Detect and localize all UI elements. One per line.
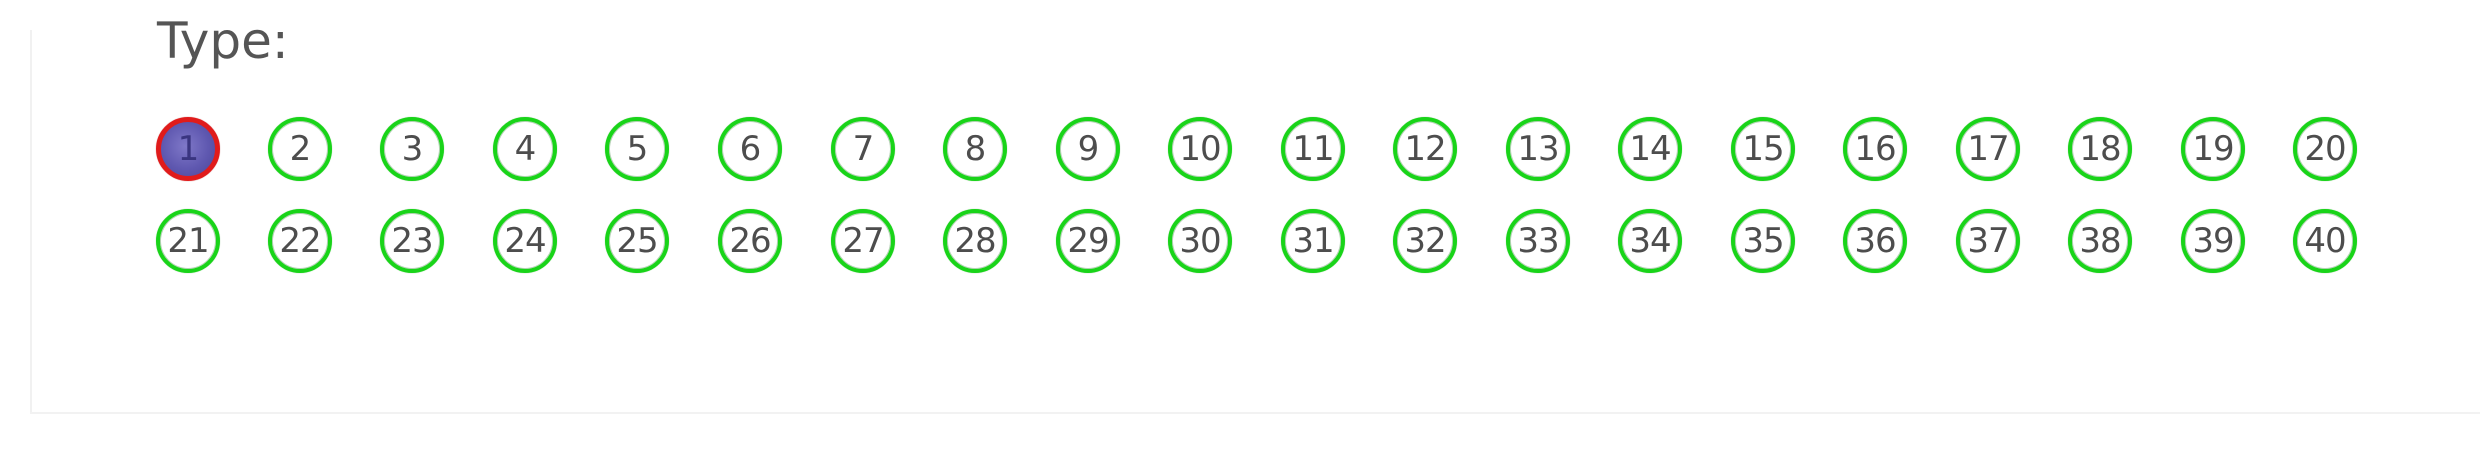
- type-option-27[interactable]: 27: [831, 209, 895, 273]
- type-option-15[interactable]: 15: [1731, 117, 1795, 181]
- type-option-label: 34: [1629, 221, 1671, 261]
- type-option-label: 39: [2192, 221, 2234, 261]
- type-option-label: 6: [739, 129, 762, 169]
- type-option-label: 4: [514, 129, 537, 169]
- type-option-6[interactable]: 6: [718, 117, 782, 181]
- type-option-3[interactable]: 3: [380, 117, 444, 181]
- type-option-label: 18: [2079, 129, 2121, 169]
- type-option-5[interactable]: 5: [605, 117, 669, 181]
- type-option-17[interactable]: 17: [1956, 117, 2020, 181]
- type-option-10[interactable]: 10: [1168, 117, 1232, 181]
- type-option-16[interactable]: 16: [1843, 117, 1907, 181]
- type-option-31[interactable]: 31: [1281, 209, 1345, 273]
- type-option-20[interactable]: 20: [2293, 117, 2357, 181]
- type-option-26[interactable]: 26: [718, 209, 782, 273]
- type-option-36[interactable]: 36: [1843, 209, 1907, 273]
- type-option-label: 3: [401, 129, 424, 169]
- type-option-40[interactable]: 40: [2293, 209, 2357, 273]
- type-option-label: 13: [1517, 129, 1559, 169]
- type-option-label: 5: [626, 129, 649, 169]
- type-option-38[interactable]: 38: [2068, 209, 2132, 273]
- type-option-label: 25: [616, 221, 658, 261]
- type-option-33[interactable]: 33: [1506, 209, 1570, 273]
- type-option-23[interactable]: 23: [380, 209, 444, 273]
- type-option-28[interactable]: 28: [943, 209, 1007, 273]
- type-option-21[interactable]: 21: [156, 209, 220, 273]
- type-number-grid: 1 2 3 4 5 6 7 8 9 10 11 12 13 14 15 16 17 18 19 20 21 22 23 24 2…: [156, 117, 2357, 273]
- panel-bottom-border: [30, 412, 2480, 414]
- type-option-39[interactable]: 39: [2181, 209, 2245, 273]
- type-option-13[interactable]: 13: [1506, 117, 1570, 181]
- type-option-label: 26: [729, 221, 771, 261]
- type-option-30[interactable]: 30: [1168, 209, 1232, 273]
- type-option-label: 38: [2079, 221, 2121, 261]
- type-option-label: 31: [1292, 221, 1334, 261]
- type-option-label: 30: [1179, 221, 1221, 261]
- type-option-label: 10: [1179, 129, 1221, 169]
- type-option-label: 17: [1967, 129, 2009, 169]
- type-option-label: 19: [2192, 129, 2234, 169]
- type-option-2[interactable]: 2: [268, 117, 332, 181]
- type-option-24[interactable]: 24: [493, 209, 557, 273]
- type-option-35[interactable]: 35: [1731, 209, 1795, 273]
- type-option-label: 27: [842, 221, 884, 261]
- type-option-label: 32: [1404, 221, 1446, 261]
- type-option-12[interactable]: 12: [1393, 117, 1457, 181]
- type-option-9[interactable]: 9: [1056, 117, 1120, 181]
- type-option-label: 28: [954, 221, 996, 261]
- type-option-4[interactable]: 4: [493, 117, 557, 181]
- type-label: Type:: [157, 12, 289, 70]
- type-option-29[interactable]: 29: [1056, 209, 1120, 273]
- type-option-7[interactable]: 7: [831, 117, 895, 181]
- type-option-label: 24: [504, 221, 546, 261]
- type-option-label: 15: [1742, 129, 1784, 169]
- type-option-label: 21: [167, 221, 209, 261]
- type-option-18[interactable]: 18: [2068, 117, 2132, 181]
- type-option-25[interactable]: 25: [605, 209, 669, 273]
- type-option-label: 40: [2304, 221, 2346, 261]
- type-option-label: 9: [1077, 129, 1100, 169]
- type-option-label: 8: [964, 129, 987, 169]
- type-option-label: 36: [1854, 221, 1896, 261]
- type-option-label: 11: [1292, 129, 1334, 169]
- type-option-1[interactable]: 1: [156, 117, 220, 181]
- type-option-label: 14: [1629, 129, 1671, 169]
- type-option-label: 16: [1854, 129, 1896, 169]
- type-option-19[interactable]: 19: [2181, 117, 2245, 181]
- type-option-37[interactable]: 37: [1956, 209, 2020, 273]
- type-option-14[interactable]: 14: [1618, 117, 1682, 181]
- type-option-22[interactable]: 22: [268, 209, 332, 273]
- type-option-32[interactable]: 32: [1393, 209, 1457, 273]
- type-option-label: 23: [391, 221, 433, 261]
- type-option-label: 29: [1067, 221, 1109, 261]
- type-option-label: 35: [1742, 221, 1784, 261]
- type-option-8[interactable]: 8: [943, 117, 1007, 181]
- type-option-34[interactable]: 34: [1618, 209, 1682, 273]
- type-option-label: 20: [2304, 129, 2346, 169]
- type-option-label: 37: [1967, 221, 2009, 261]
- type-option-label: 7: [852, 129, 875, 169]
- type-option-label: 22: [279, 221, 321, 261]
- panel-left-border: [30, 30, 32, 414]
- type-option-label: 12: [1404, 129, 1446, 169]
- type-option-label: 2: [289, 129, 312, 169]
- type-option-label: 33: [1517, 221, 1559, 261]
- type-option-label: 1: [177, 129, 200, 169]
- type-option-11[interactable]: 11: [1281, 117, 1345, 181]
